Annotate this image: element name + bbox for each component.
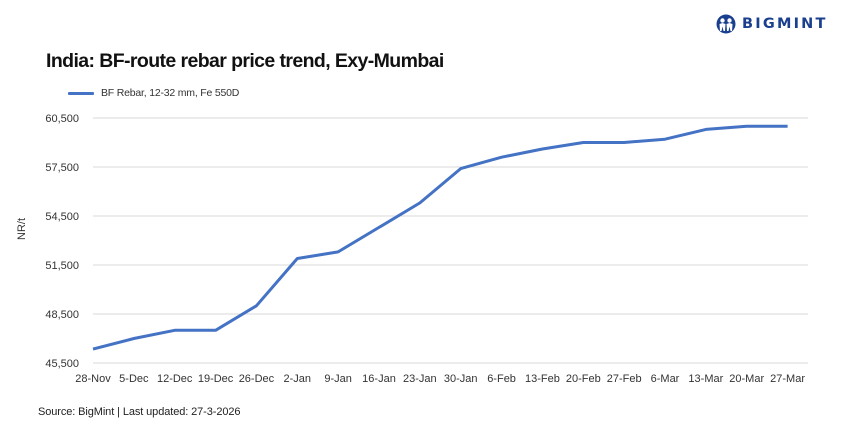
legend-label: BF Rebar, 12-32 mm, Fe 550D (101, 87, 240, 99)
x-tick-label: 20-Mar (729, 373, 764, 385)
x-tick-label: 30-Jan (444, 373, 478, 385)
chart-title: India: BF-route rebar price trend, Exy-M… (46, 50, 444, 72)
x-tick-label: 6-Mar (651, 373, 680, 385)
x-tick-label: 28-Nov (75, 373, 111, 385)
x-tick-label: 16-Jan (362, 373, 396, 385)
x-tick-label: 12-Dec (157, 373, 193, 385)
bigmint-logo-icon (716, 14, 736, 34)
x-tick-label: 27-Feb (607, 373, 642, 385)
x-tick-label: 26-Dec (239, 373, 275, 385)
y-tick-label: 45,500 (45, 358, 79, 370)
brand-name: BIGMINT (742, 16, 828, 32)
x-tick-label: 19-Dec (198, 373, 234, 385)
y-tick-label: 60,500 (45, 113, 79, 125)
x-tick-label: 23-Jan (403, 373, 437, 385)
source-footer: Source: BigMint | Last updated: 27-3-202… (38, 406, 241, 418)
gridlines (93, 117, 808, 364)
x-tick-label: 13-Feb (525, 373, 560, 385)
y-tick-label: 57,500 (45, 162, 79, 174)
x-tick-label: 20-Feb (566, 373, 601, 385)
y-tick-label: 48,500 (45, 309, 79, 321)
x-axis-ticks: 28-Nov 5-Dec 12-Dec 19-Dec 26-Dec 2-Jan 9-Jan 1… (75, 373, 805, 385)
x-tick-label: 27-Mar (770, 373, 805, 385)
x-tick-label: 5-Dec (119, 373, 149, 385)
chart-legend: BF Rebar, 12-32 mm, Fe 550D (68, 87, 239, 99)
y-tick-label: 51,500 (45, 260, 79, 272)
x-tick-label: 13-Mar (688, 373, 723, 385)
x-tick-label: 9-Jan (324, 373, 352, 385)
y-axis-ticks: 45,500 48,500 51,500 54,500 57,500 60,500 (45, 113, 79, 370)
y-tick-label: 54,500 (45, 211, 79, 223)
bigmint-logo: BIGMINT (716, 14, 828, 34)
x-tick-label: 2-Jan (284, 373, 312, 385)
series-line (92, 124, 788, 351)
legend-swatch (68, 91, 94, 95)
x-tick-label: 6-Feb (487, 373, 516, 385)
